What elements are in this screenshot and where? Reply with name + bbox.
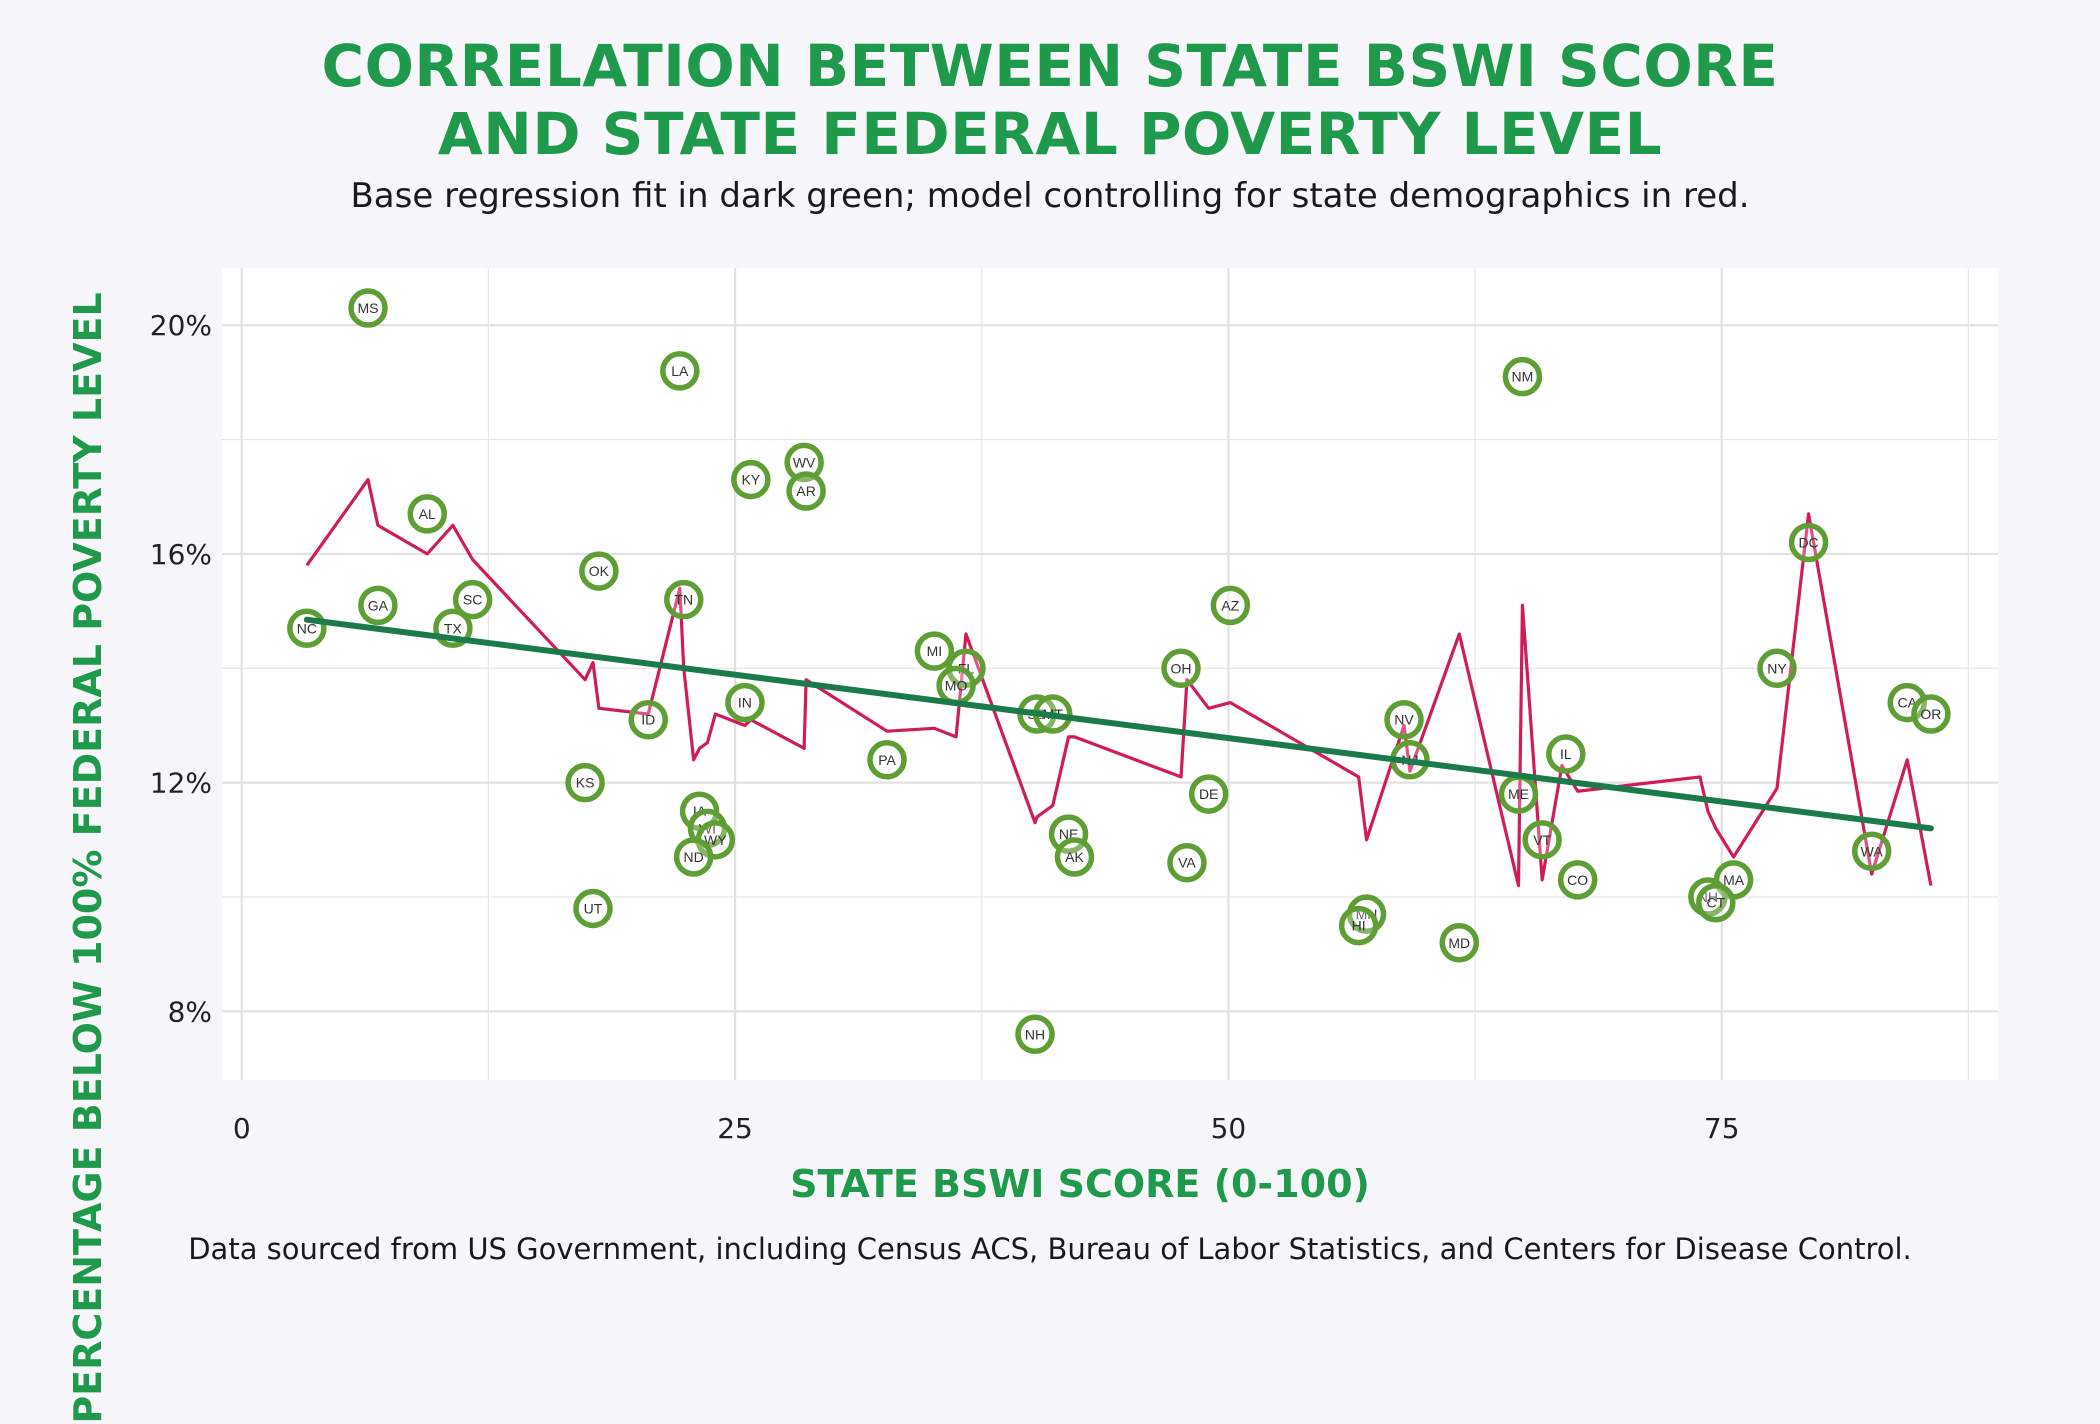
state-point-label: DC	[1798, 534, 1818, 550]
state-point	[1015, 1014, 1055, 1055]
state-point-label: NM	[1512, 369, 1534, 385]
state-point	[660, 351, 700, 391]
state-point-label: VT	[1533, 832, 1551, 848]
state-point	[731, 459, 771, 500]
state-point	[1696, 882, 1736, 923]
x-tick-label: 50	[1211, 1112, 1247, 1145]
state-point-label: MS	[358, 300, 379, 316]
state-point-label: NH	[1025, 1026, 1045, 1042]
state-point-label: KS	[576, 775, 595, 791]
state-point	[565, 762, 605, 803]
state-point-label: GA	[368, 597, 389, 613]
state-point	[1167, 842, 1207, 883]
state-point-label: MO	[945, 677, 968, 693]
title-line-2: AND STATE FEDERAL POVERTY LEVEL	[437, 100, 1663, 168]
state-point	[573, 888, 613, 929]
x-tick-label: 25	[717, 1112, 753, 1145]
state-point-label: SC	[463, 592, 482, 608]
state-point-label: ME	[1508, 786, 1529, 802]
state-point	[725, 682, 765, 723]
state-point-label: MA	[1723, 872, 1745, 888]
state-point	[1188, 774, 1229, 814]
chart-title: CORRELATION BETWEEN STATE BSWI SCORE AND…	[0, 32, 2100, 168]
state-point-label: AK	[1065, 849, 1084, 865]
state-point	[628, 699, 668, 740]
state-point	[673, 837, 714, 877]
state-point	[407, 494, 447, 534]
state-point	[1161, 648, 1201, 689]
state-point-label: NY	[1767, 660, 1787, 676]
state-point	[786, 471, 826, 511]
state-point-label: MI	[927, 643, 943, 659]
state-point	[1788, 522, 1829, 563]
state-point-label: VA	[1178, 855, 1196, 871]
y-tick-label: 8%	[168, 995, 212, 1028]
state-point	[1546, 734, 1586, 774]
state-point-label: OR	[1920, 706, 1941, 722]
x-axis-label: STATE BSWI SCORE (0-100)	[790, 1162, 1370, 1206]
state-point-label: CT	[1706, 895, 1725, 911]
state-point	[1911, 694, 1951, 734]
state-point-label: AR	[796, 483, 815, 499]
state-point-label: PA	[878, 752, 896, 768]
state-point	[452, 579, 493, 620]
state-point	[1210, 585, 1251, 626]
state-point	[1851, 831, 1892, 872]
data-source-note: Data sourced from US Government, includi…	[188, 1232, 1912, 1266]
state-point	[1054, 837, 1095, 877]
state-point-label: ND	[684, 849, 704, 865]
state-point-label: AZ	[1221, 597, 1239, 613]
state-point-label: ID	[641, 712, 655, 728]
state-point	[348, 288, 388, 328]
state-point-label: TN	[674, 592, 693, 608]
y-tick-label: 12%	[150, 767, 212, 800]
state-point-label: DE	[1199, 786, 1218, 802]
state-point-label: NC	[297, 620, 317, 636]
state-point-label: NV	[1394, 712, 1414, 728]
controlled-fit-line	[305, 477, 1933, 888]
x-tick-label: 75	[1704, 1112, 1740, 1145]
state-point	[1557, 860, 1598, 900]
state-point	[914, 631, 955, 671]
state-point	[579, 551, 619, 591]
y-tick-label: 20%	[150, 309, 212, 342]
state-point-label: CO	[1567, 872, 1588, 888]
chart-subtitle: Base regression fit in dark green; model…	[350, 176, 1750, 216]
state-point	[867, 740, 907, 780]
state-point	[1384, 699, 1424, 740]
state-point-label: OK	[589, 563, 610, 579]
state-point	[1757, 648, 1797, 689]
x-tick-label: 0	[233, 1112, 251, 1145]
scatter-chart: 0 25 50 75 8% 12% 16% 20% MS LA NM KY WV AR AL DC OK TN SC…	[150, 268, 1998, 1145]
state-point-label: OH	[1171, 660, 1192, 676]
y-tick-label: 16%	[150, 538, 212, 571]
state-point-label: MD	[1448, 935, 1470, 951]
state-point	[1439, 923, 1480, 963]
state-point	[358, 585, 398, 626]
state-point-label: WY	[704, 832, 727, 848]
base-fit-line	[303, 616, 1934, 832]
state-point-label: WV	[793, 454, 816, 470]
state-point	[784, 442, 824, 483]
state-point-label: KY	[742, 472, 761, 488]
state-point-label: TX	[444, 620, 463, 636]
state-point-label: IN	[738, 695, 752, 711]
state-point	[1522, 820, 1562, 860]
state-point-label: WA	[1861, 843, 1884, 859]
title-line-1: CORRELATION BETWEEN STATE BSWI SCORE	[321, 32, 1779, 100]
state-point-label: HI	[1352, 918, 1366, 934]
state-point-label: CA	[1898, 695, 1918, 711]
state-point-label: LA	[671, 363, 689, 379]
plot-panel	[222, 268, 1998, 1080]
state-point	[664, 579, 704, 620]
state-point	[1502, 356, 1543, 397]
state-point-label: IL	[1560, 746, 1572, 762]
state-point-label: UT	[584, 900, 603, 916]
state-point	[1338, 905, 1379, 946]
state-point-label: AL	[419, 506, 436, 522]
